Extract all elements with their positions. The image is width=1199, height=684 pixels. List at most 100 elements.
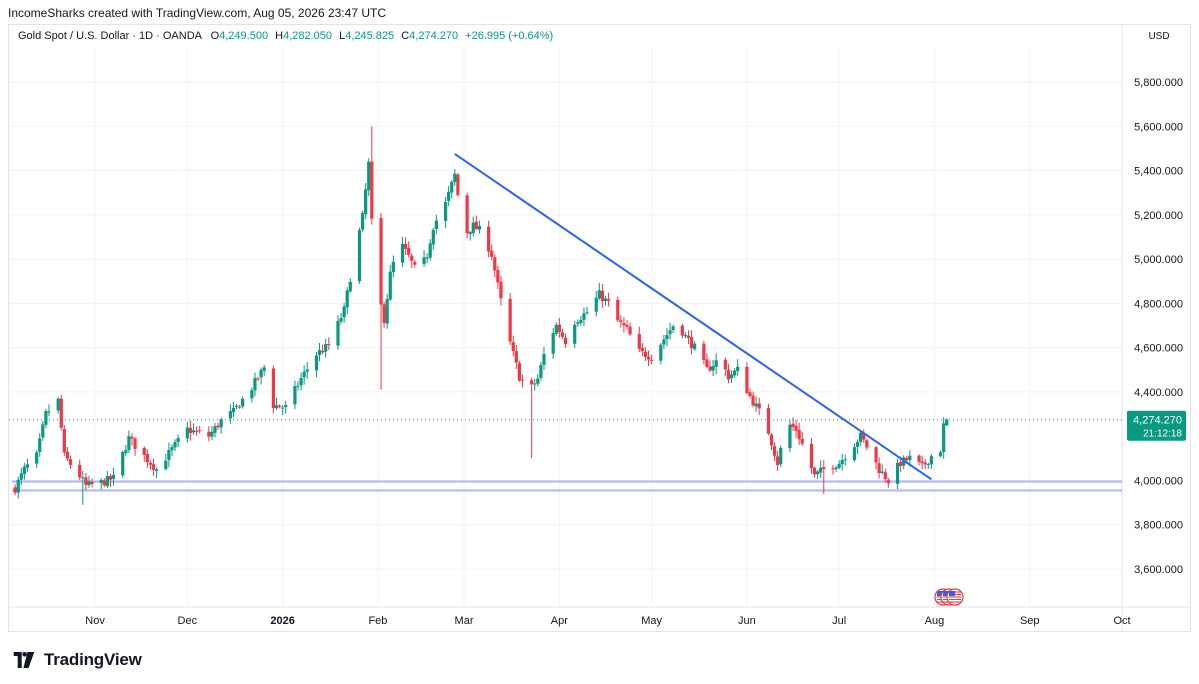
candle-body: [65, 451, 70, 459]
candle-body: [253, 378, 257, 391]
candle-body: [284, 404, 288, 408]
candle-body: [551, 333, 555, 354]
candle-body: [938, 452, 943, 457]
candle-body: [170, 447, 174, 451]
candle-body: [456, 174, 460, 195]
candle-body: [296, 385, 300, 387]
candle-body: [511, 342, 515, 352]
candle-body: [493, 257, 497, 271]
candle-body: [855, 442, 860, 447]
candle-body: [241, 398, 245, 407]
candle-body: [536, 378, 540, 384]
candle-body: [213, 426, 217, 433]
candle-body: [791, 423, 795, 427]
candle-body: [339, 318, 343, 322]
candle-body: [317, 350, 322, 356]
footer-brand[interactable]: TradingView: [10, 646, 142, 674]
candle-body: [895, 463, 900, 484]
candle-body: [619, 320, 623, 322]
candle-body: [59, 398, 63, 428]
candle-body: [111, 474, 116, 479]
candle-body: [382, 304, 386, 323]
candle-body: [84, 477, 88, 485]
candle-body: [508, 298, 512, 342]
candle-body: [13, 487, 17, 493]
candle-body: [659, 344, 663, 361]
open-label: O: [210, 30, 220, 42]
y-tick-label: 3,600.000: [1134, 564, 1183, 576]
candle-body: [336, 320, 340, 346]
candle-body: [622, 322, 626, 326]
candle-body: [145, 453, 149, 463]
chart-frame: [8, 24, 1191, 632]
open-value: 4,249.500: [219, 30, 269, 42]
price-tag: [1127, 410, 1186, 441]
candle-body: [443, 201, 448, 221]
candle-body: [68, 459, 73, 465]
candle-body: [194, 431, 199, 433]
candle-body: [837, 463, 841, 468]
candle-body: [702, 343, 706, 360]
candle-body: [324, 343, 328, 352]
candle-body: [794, 425, 798, 431]
change-value: +26.995 (+0.64%): [465, 30, 554, 42]
candle-body: [56, 398, 60, 411]
candle-body: [668, 330, 672, 335]
candle-body: [25, 464, 30, 468]
candle-body: [142, 447, 146, 455]
x-tick-label: Jul: [832, 615, 846, 627]
currency-label[interactable]: USD: [1148, 31, 1170, 42]
candle-body: [637, 333, 641, 349]
y-tick-label: 5,800.000: [1134, 77, 1183, 89]
candle-body: [431, 229, 435, 245]
x-tick-label: Feb: [368, 615, 387, 627]
candle-body: [920, 461, 924, 464]
x-tick-label: Oct: [1113, 615, 1130, 627]
candle-body: [342, 306, 346, 318]
candle-body: [185, 427, 189, 439]
candle-body: [594, 297, 598, 312]
tradingview-brand: TradingView: [44, 650, 142, 669]
y-tick-label: 5,000.000: [1134, 254, 1183, 266]
x-tick-label: Sep: [1020, 615, 1040, 627]
candle-body: [121, 452, 125, 476]
price-tag-value: 4,274.270: [1133, 415, 1182, 427]
candle-body: [831, 468, 835, 470]
candle-body: [625, 324, 629, 327]
top-bar: IncomeSharks created with TradingView.co…: [0, 0, 1199, 24]
candle-body: [816, 471, 820, 475]
candle-body: [945, 419, 949, 426]
candle-body: [228, 411, 232, 419]
candle-body: [176, 438, 180, 442]
y-tick-label: 4,600.000: [1134, 343, 1183, 355]
candle-body: [643, 351, 648, 357]
candle-body: [327, 344, 331, 346]
candle-body: [859, 432, 863, 442]
candle-body: [413, 261, 417, 265]
candle-body: [87, 481, 91, 486]
candle-body: [428, 243, 432, 258]
candle-body: [714, 360, 718, 367]
candle-body: [819, 467, 823, 473]
candle-body: [434, 220, 438, 230]
candle-body: [809, 443, 814, 469]
candle-body: [164, 460, 168, 469]
candle-body: [530, 380, 534, 385]
candle-body: [345, 290, 349, 308]
candle-body: [357, 230, 362, 282]
candle-body: [167, 450, 171, 460]
candle-body: [689, 337, 694, 349]
candle-body: [917, 455, 921, 462]
close-value: 4,274.270: [409, 30, 459, 42]
candle-body: [834, 467, 838, 470]
y-tick-label: 4,000.000: [1134, 475, 1183, 487]
candle-body: [560, 332, 565, 337]
candle-body: [779, 447, 783, 465]
candle-body: [90, 481, 94, 484]
us-flag-event-icon[interactable]: [946, 588, 964, 606]
candle-body: [597, 290, 601, 299]
low-value: 4,245.825: [345, 30, 395, 42]
candle-body: [154, 469, 159, 472]
candle-body: [299, 378, 303, 386]
